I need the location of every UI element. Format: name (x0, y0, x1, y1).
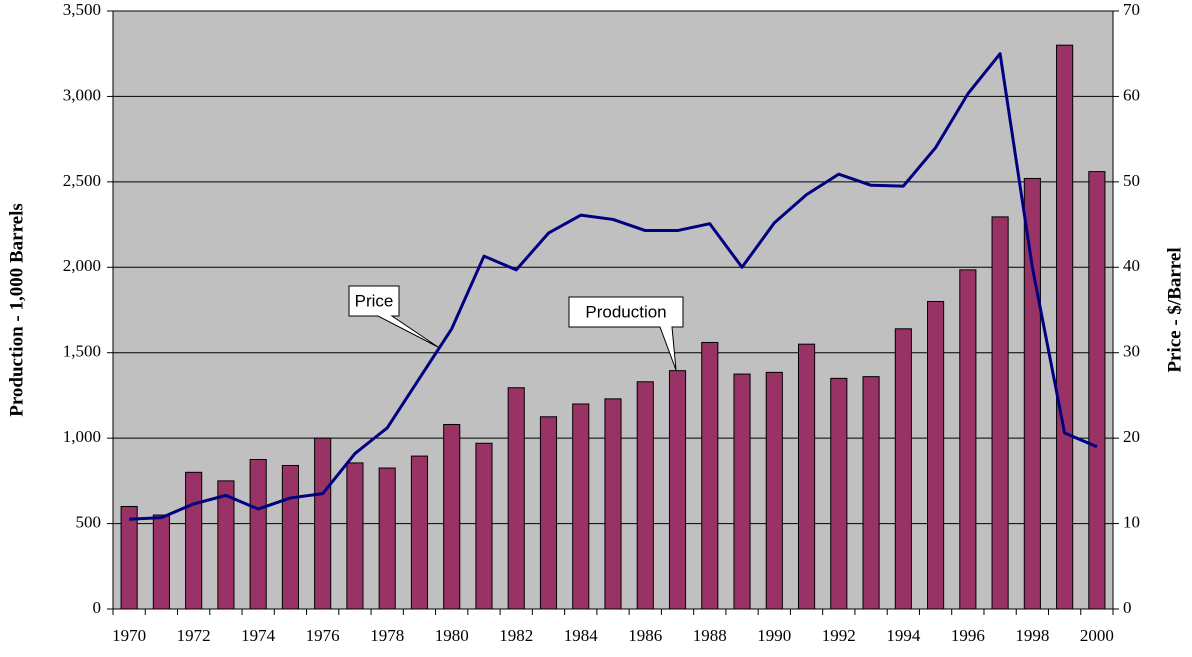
bar (410, 455, 429, 610)
y-tick-label: 2,500 (63, 171, 101, 190)
y-tick-label: 500 (76, 512, 102, 531)
y2-tick-label: 50 (1123, 171, 1140, 190)
bar (249, 459, 267, 610)
x-tick-label: 1974 (241, 626, 276, 645)
y-tick-label: 2,000 (63, 256, 101, 275)
bar (927, 300, 945, 610)
bar (862, 376, 880, 610)
price-line (129, 52, 1098, 521)
bar (636, 381, 654, 610)
x-tick-label: 2000 (1080, 626, 1114, 645)
x-tick-label: 1986 (628, 626, 662, 645)
x-tick-label: 1982 (499, 626, 533, 645)
x-tick-label: 1994 (886, 626, 921, 645)
bar (443, 423, 461, 610)
bar (475, 442, 493, 610)
x-tick-label: 1976 (306, 626, 340, 645)
bar (346, 462, 364, 610)
y2-tick-label: 10 (1123, 512, 1140, 531)
callout-box (568, 296, 684, 371)
callout-label: Price (355, 291, 394, 310)
bar (1056, 44, 1074, 610)
bar (152, 514, 170, 610)
x-tick-label: 1992 (822, 626, 856, 645)
bar (539, 416, 558, 610)
bar (217, 480, 235, 610)
y2-tick-label: 30 (1123, 342, 1140, 361)
bar (1088, 171, 1106, 610)
x-tick-label: 1970 (112, 626, 146, 645)
bar (604, 398, 622, 610)
y2-tick-label: 0 (1123, 598, 1132, 617)
y2-tick-label: 40 (1123, 256, 1140, 275)
bar (281, 464, 299, 610)
y2-tick-label: 60 (1123, 85, 1140, 104)
y-tick-label: 1,500 (63, 342, 101, 361)
bar (668, 370, 687, 610)
x-tick-label: 1980 (435, 626, 469, 645)
bar (1023, 177, 1041, 610)
y-tick-label: 1,000 (63, 427, 101, 446)
x-tick-label: 1978 (370, 626, 404, 645)
bar (572, 403, 590, 610)
bar (797, 343, 816, 610)
y-axis-title: Production - 1,000 Barrels (6, 203, 27, 417)
y-tick-label: 3,000 (63, 85, 101, 104)
y2-axis-title: Price - $/Barrel (1164, 247, 1185, 372)
y-tick-label: 3,500 (63, 0, 101, 19)
x-tick-label: 1990 (757, 626, 791, 645)
x-tick-label: 1988 (693, 626, 727, 645)
bar (991, 216, 1009, 610)
bar (314, 437, 332, 610)
bar (830, 377, 848, 610)
x-tick-label: 1996 (951, 626, 985, 645)
x-tick-label: 1984 (564, 626, 599, 645)
bar (894, 328, 912, 610)
x-tick-label: 1998 (1015, 626, 1049, 645)
bar (959, 269, 977, 610)
bar (507, 387, 525, 610)
x-tick-label: 1972 (177, 626, 211, 645)
bar (378, 467, 396, 610)
y-tick-label: 0 (93, 598, 102, 617)
bar (120, 505, 138, 610)
bar (765, 371, 783, 610)
bar (701, 341, 719, 610)
y2-tick-label: 20 (1123, 427, 1140, 446)
bar (733, 373, 751, 610)
bar (185, 471, 203, 610)
callout-box (348, 285, 439, 348)
y2-tick-label: 70 (1123, 0, 1140, 19)
callout-label: Production (585, 302, 666, 321)
